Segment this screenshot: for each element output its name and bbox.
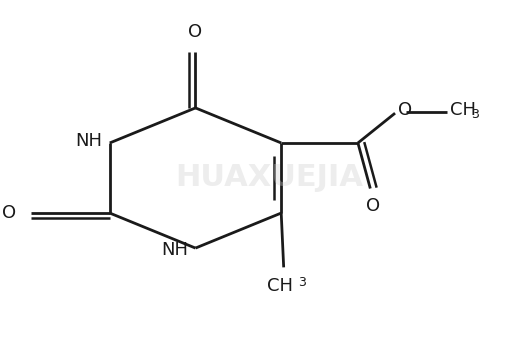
Text: NH: NH <box>75 132 102 150</box>
Text: CH: CH <box>449 101 475 119</box>
Text: 3: 3 <box>471 108 479 121</box>
Text: HUAXUEJIA: HUAXUEJIA <box>176 163 363 193</box>
Text: CH: CH <box>267 277 293 295</box>
Text: O: O <box>397 101 412 119</box>
Text: O: O <box>188 23 202 41</box>
Text: O: O <box>366 197 380 215</box>
Text: NH: NH <box>161 241 188 259</box>
Text: O: O <box>2 204 16 222</box>
Text: 3: 3 <box>298 276 306 289</box>
